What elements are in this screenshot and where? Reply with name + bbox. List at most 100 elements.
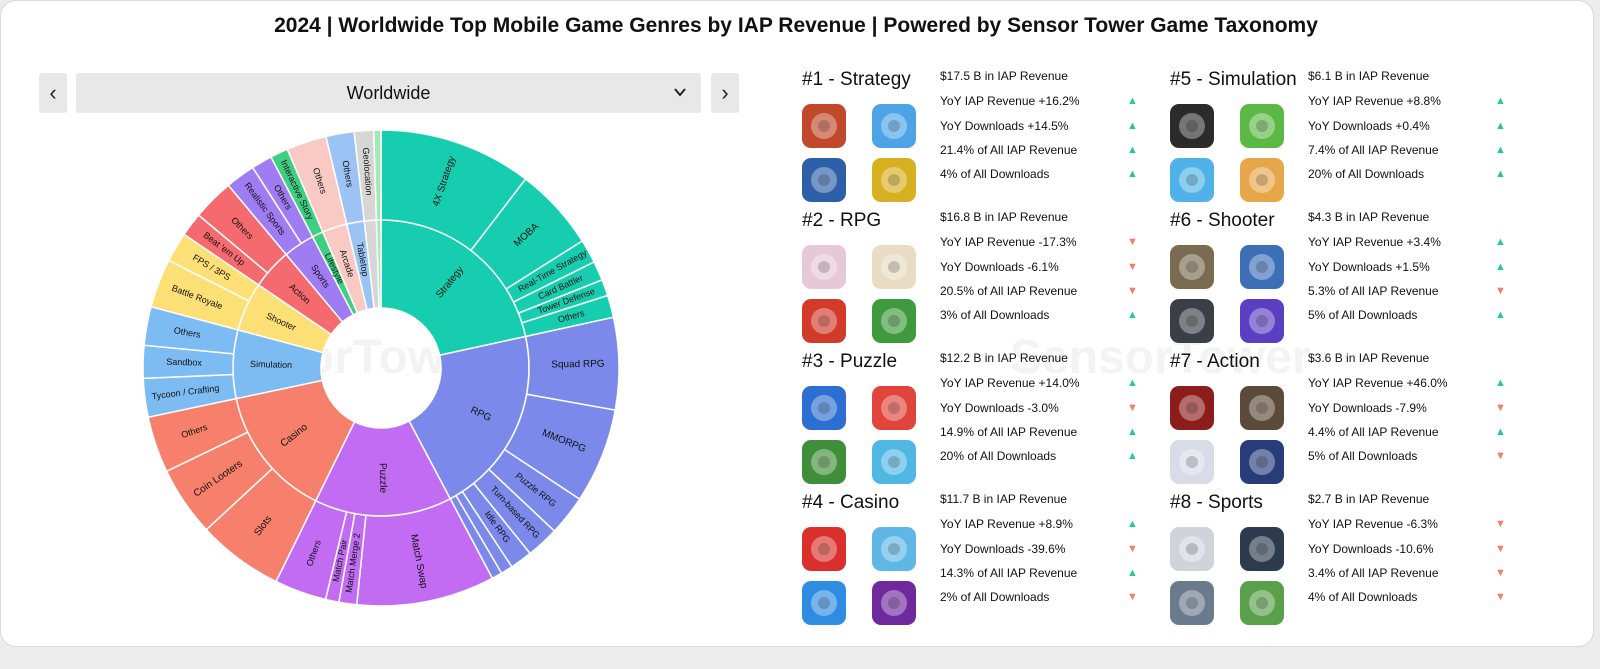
genre-slice-label: Puzzle [377,463,388,494]
pubg-mobile-icon[interactable] [1170,245,1214,289]
chevron-left-icon: ‹ [49,80,57,105]
genshin-impact-icon[interactable] [872,245,916,289]
iap-revenue-value: $17.5 B in IAP Revenue [940,69,1068,83]
trend-down-icon: ▼ [1495,402,1506,414]
next-region-button[interactable]: › [711,73,739,113]
genre-rank-title: #7 - Action [1170,351,1260,372]
stat-text: YoY Downloads -10.6% [1308,542,1434,556]
stat-text: YoY IAP Revenue +8.9% [940,517,1073,531]
family-island-icon[interactable] [1240,158,1284,202]
honor-of-kings-icon[interactable] [802,104,846,148]
prev-region-button[interactable]: ‹ [39,73,67,113]
stat-text: YoY IAP Revenue -17.3% [940,235,1077,249]
gardenscapes-icon[interactable] [872,440,916,484]
candy-crush-icon[interactable] [872,386,916,430]
trend-up-icon: ▲ [1127,518,1138,530]
stat-text: 3.4% of All IAP Revenue [1308,566,1439,580]
trend-up-icon: ▲ [1127,168,1138,180]
stat-text: 3% of All Downloads [940,308,1050,322]
royal-match-runner-icon[interactable] [872,104,916,148]
stat-text: YoY Downloads +0.4% [1308,119,1430,133]
subgenre-slice[interactable] [372,129,382,221]
hay-day-icon[interactable] [1170,158,1214,202]
stat-text: YoY IAP Revenue -6.3% [1308,517,1438,531]
genre-rank-title: #6 - Shooter [1170,210,1275,231]
free-fire-icon[interactable] [1240,299,1284,343]
stat-text: 20% of All Downloads [940,449,1057,463]
stat-text: YoY Downloads -39.6% [940,542,1066,556]
dragon-ball-icon[interactable] [1240,440,1284,484]
stat-text: YoY IAP Revenue +8.8% [1308,94,1441,108]
trend-down-icon: ▼ [1127,236,1138,248]
chevron-right-icon: › [721,80,729,105]
roblox-icon[interactable] [1170,104,1214,148]
coin-master-icon[interactable] [872,527,916,571]
royal-match-icon[interactable] [802,386,846,430]
trend-up-icon: ▲ [1495,144,1506,156]
trend-up-icon: ▲ [1495,426,1506,438]
genre-card: #5 - Simulation $6.1 B in IAP Revenue YoY … [1170,69,1530,211]
jackpot-party-icon[interactable] [872,581,916,625]
trend-up-icon: ▲ [1495,236,1506,248]
stat-text: YoY Downloads -6.1% [940,260,1059,274]
trend-up-icon: ▲ [1495,377,1506,389]
stat-text: YoY Downloads +14.5% [940,119,1069,133]
genre-rank-title: #5 - Simulation [1170,69,1297,90]
iap-revenue-value: $16.8 B in IAP Revenue [940,210,1068,224]
dungeon-fighter-icon[interactable] [1170,386,1214,430]
stat-text: YoY Downloads -7.9% [1308,401,1427,415]
trend-up-icon: ▲ [1127,144,1138,156]
golf-clash-icon[interactable] [1240,581,1284,625]
fc-mobile-icon[interactable] [1240,527,1284,571]
whiteout-survival-icon[interactable] [802,158,846,202]
honkai-star-rail-icon[interactable] [802,245,846,289]
monopoly-go-icon[interactable] [802,527,846,571]
mushroom-game-icon[interactable] [872,299,916,343]
subgenre-slice-label: Squad RPG [551,359,605,371]
genre-rank-title: #4 - Casino [802,492,900,513]
stat-text: 21.4% of All IAP Revenue [940,143,1078,157]
stat-text: YoY IAP Revenue +16.2% [940,94,1080,108]
stat-text: 20.5% of All IAP Revenue [940,284,1078,298]
brawl-stars-icon[interactable] [872,158,916,202]
stat-text: 5% of All Downloads [1308,308,1418,322]
region-value: Worldwide [346,83,431,103]
trend-down-icon: ▼ [1127,261,1138,273]
peacekeeper-elite-icon[interactable] [1240,245,1284,289]
trend-up-icon: ▲ [1127,567,1138,579]
pro-yakyu-spirits-icon[interactable] [1170,581,1214,625]
subgenre-slice-label: Others [340,160,355,189]
stat-text: 4% of All Downloads [940,167,1050,181]
efootball-icon[interactable] [1170,527,1214,571]
homescapes-icon[interactable] [802,440,846,484]
stat-text: YoY IAP Revenue +3.4% [1308,235,1441,249]
trend-down-icon: ▼ [1127,285,1138,297]
trend-down-icon: ▼ [1127,543,1138,555]
trend-up-icon: ▲ [1127,377,1138,389]
trend-up-icon: ▲ [1495,261,1506,273]
call-of-duty-mobile-icon[interactable] [1170,299,1214,343]
trend-up-icon: ▲ [1127,426,1138,438]
stat-text: 20% of All Downloads [1308,167,1425,181]
genre-card: #2 - RPG $16.8 B in IAP Revenue YoY IAP Re… [802,210,1162,352]
region-dropdown[interactable]: Worldwide [76,73,701,113]
bingo-blitz-icon[interactable] [802,581,846,625]
identity-v-icon[interactable] [1240,386,1284,430]
stat-text: 7.4% of All IAP Revenue [1308,143,1439,157]
trend-down-icon: ▼ [1495,285,1506,297]
genre-card: #7 - Action $3.6 B in IAP Revenue YoY IAP … [1170,351,1530,493]
trend-down-icon: ▼ [1495,543,1506,555]
stat-text: YoY Downloads +1.5% [1308,260,1430,274]
subgenre-slice-label: Geolocation [361,147,374,196]
genre-rank-title: #1 - Strategy [802,69,911,90]
township-icon[interactable] [1240,104,1284,148]
honkai-impact-icon[interactable] [1170,440,1214,484]
trend-down-icon: ▼ [1495,518,1506,530]
trend-down-icon: ▼ [1495,591,1506,603]
trend-down-icon: ▼ [1495,450,1506,462]
stat-text: YoY IAP Revenue +46.0% [1308,376,1448,390]
subgenre-slice-label: Others [173,325,202,340]
monster-strike-icon[interactable] [802,299,846,343]
stat-text: 2% of All Downloads [940,590,1050,604]
genre-rank-title: #8 - Sports [1170,492,1263,513]
